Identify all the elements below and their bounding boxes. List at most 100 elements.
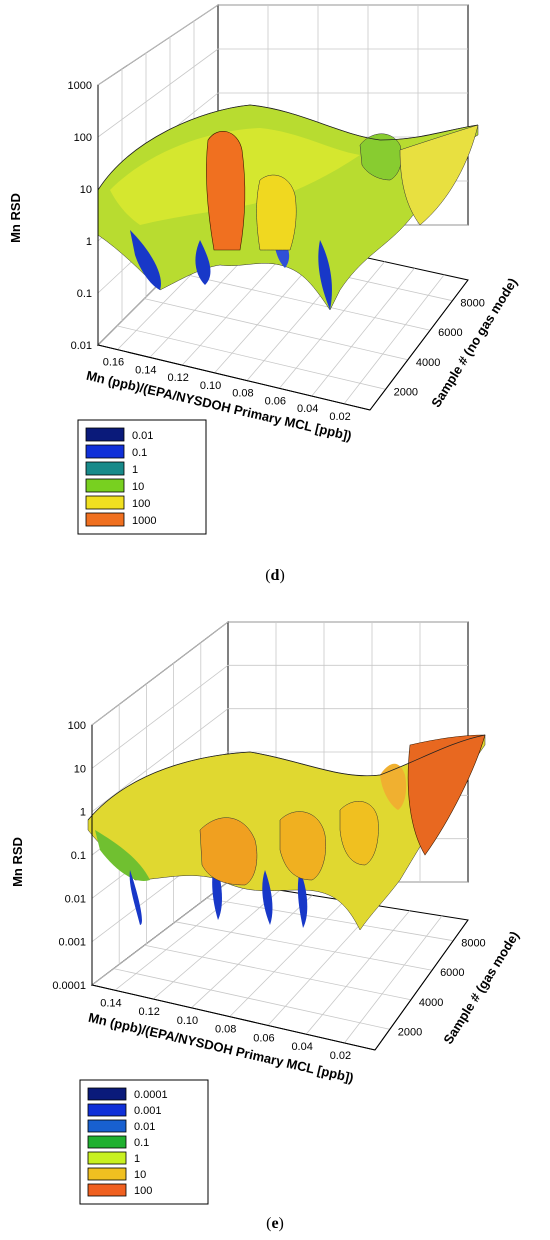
x-tick-labels-e: 0.14 0.12 0.10 0.08 0.06 0.04 0.02 (100, 997, 351, 1062)
legend-label: 0.01 (132, 430, 153, 442)
y-tick-labels-d: 2000 4000 6000 8000 (394, 298, 485, 399)
x-tick-label: 0.04 (297, 403, 318, 415)
grid-line (113, 968, 390, 1030)
grid-line (171, 270, 431, 331)
grid-line (305, 910, 410, 1035)
y-axis-line-e (374, 919, 469, 1051)
x-tick-label: 0.04 (291, 1041, 312, 1053)
z-tick-label: 0.001 (58, 937, 86, 949)
grid-line (91, 665, 229, 769)
grid-line (191, 895, 313, 1009)
x-tick-label: 0.08 (232, 388, 253, 400)
y-tick-label: 2000 (394, 386, 418, 398)
legend-label: 10 (132, 481, 144, 493)
legend-swatch (85, 512, 125, 527)
grid-line (344, 915, 443, 1044)
z-tick-label: 0.0001 (52, 980, 86, 992)
legend-swatch (85, 495, 125, 510)
panel-e: 100 10 1 0.1 0.01 0.001 0.0001 0.14 0.12 0.10 0.0… (10, 620, 522, 1232)
z-tick-label: 10 (74, 763, 86, 775)
x-tick-label: 0.06 (253, 1032, 274, 1044)
legend-label: 0.001 (134, 1105, 162, 1117)
z-tick-label: 1 (80, 807, 86, 819)
grid-line (144, 298, 408, 361)
grid-line (114, 884, 248, 991)
legend-label: 1000 (132, 515, 156, 527)
y-tick-label: 2000 (398, 1026, 422, 1038)
grid-line (152, 889, 281, 1000)
z-axis-title-e: Mn RSD (10, 837, 25, 887)
grid-line (91, 881, 229, 986)
legend-label: 1 (134, 1153, 140, 1165)
legend-swatch (87, 1135, 127, 1149)
z-tick-label: 0.1 (77, 288, 92, 300)
legend-swatch (85, 478, 125, 493)
x-tick-label: 0.08 (215, 1024, 236, 1036)
grid-line (144, 944, 412, 1001)
y-tick-label: 6000 (440, 967, 464, 979)
legend-label: 0.1 (132, 447, 147, 459)
x-axis-line-d (97, 344, 371, 411)
grid-line (206, 897, 454, 942)
z-tick-label: 0.01 (65, 893, 86, 905)
legend-swatch (87, 1103, 127, 1117)
legend-label: 10 (134, 1169, 146, 1181)
grid-line (116, 325, 386, 390)
x-axis-line-e (91, 984, 376, 1051)
x-tick-label: 0.10 (200, 380, 221, 392)
legend-swatch (87, 1167, 127, 1181)
z-tick-label: 1000 (68, 80, 92, 92)
z-tick-labels-d: 1000 100 10 1 0.1 0.01 (68, 80, 92, 352)
x-tick-labels-d: 0.16 0.14 0.12 0.10 0.08 0.06 0.04 0.02 (103, 357, 351, 423)
panel-label-d: (d) (265, 567, 285, 584)
grid-line (343, 274, 445, 405)
z-tick-label: 0.1 (71, 850, 86, 862)
grid-line (229, 900, 346, 1017)
x-tick-label: 0.12 (167, 372, 188, 384)
legend-swatch (85, 444, 125, 459)
legend-e: 0.0001 0.001 0.01 0.1 1 10 100 (79, 1079, 209, 1205)
x-tick-label: 0.02 (330, 1050, 351, 1062)
panel-label-e: (e) (266, 1215, 284, 1232)
legend-label: 0.0001 (134, 1089, 168, 1101)
grid-line (97, 48, 219, 138)
legend-d: 0.01 0.1 1 10 100 1000 (77, 419, 207, 535)
legend-swatch (85, 461, 125, 476)
x-tick-label: 0.16 (103, 357, 124, 369)
grid-line (97, 4, 219, 86)
surface-e (87, 734, 486, 931)
legend-label: 100 (134, 1185, 152, 1197)
z-axis-title-d: Mn RSD (8, 193, 23, 243)
grid-line (175, 921, 433, 971)
grid-line (279, 261, 385, 389)
z-tick-labels-e: 100 10 1 0.1 0.01 0.001 0.0001 (52, 720, 86, 992)
z-tick-label: 100 (74, 132, 92, 144)
x-tick-label: 0.10 (177, 1015, 198, 1027)
z-tick-label: 10 (80, 184, 92, 196)
surface-d (97, 104, 479, 311)
x-tick-label: 0.02 (329, 411, 350, 423)
y-tick-label: 8000 (461, 938, 485, 950)
z-tick-label: 100 (68, 720, 86, 732)
legend-swatch (87, 1151, 127, 1165)
legend-label: 100 (132, 498, 150, 510)
y-tick-label: 4000 (416, 357, 440, 369)
legend-label: 1 (132, 464, 138, 476)
legend-label: 0.01 (134, 1121, 155, 1133)
y-tick-label: 8000 (460, 298, 484, 310)
legend-label: 0.1 (134, 1137, 149, 1149)
grid-line (91, 708, 229, 812)
y-tick-label: 6000 (438, 327, 462, 339)
x-tick-label: 0.14 (100, 997, 121, 1009)
legend-swatch (87, 1087, 127, 1101)
z-tick-label: 1 (86, 236, 92, 248)
grid-line (91, 621, 229, 726)
x-tick-label: 0.12 (138, 1006, 159, 1018)
grid-line (311, 267, 415, 397)
y-tick-label: 4000 (419, 997, 443, 1009)
z-tick-label: 0.01 (71, 340, 92, 352)
legend-swatch (87, 1183, 127, 1197)
y-tick-labels-e: 2000 4000 6000 8000 (398, 938, 486, 1039)
